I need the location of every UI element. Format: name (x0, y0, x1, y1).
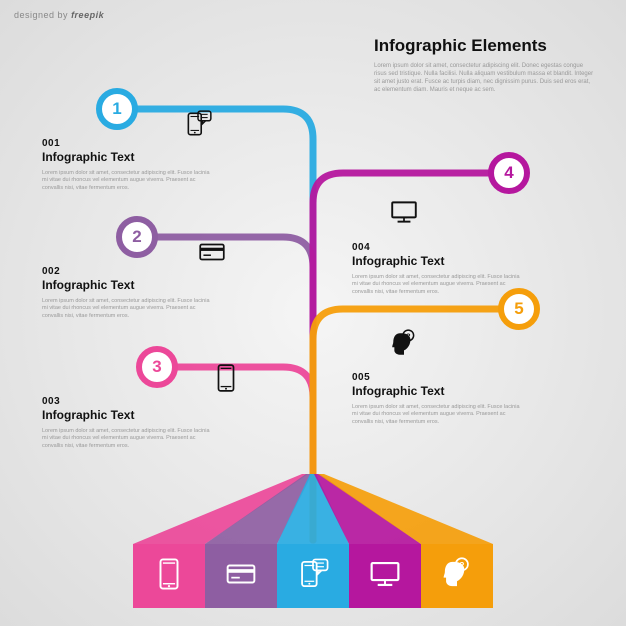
item-label: Infographic Text (42, 278, 212, 292)
svg-text:?: ? (406, 332, 411, 341)
node-number: 1 (112, 99, 121, 119)
item-desc: Lorem ipsum dolor sit amet, consectetur … (352, 274, 522, 296)
item-block-1: 001 Infographic Text Lorem ipsum dolor s… (42, 138, 212, 192)
footer-tile-4 (349, 544, 421, 608)
chat-phone-icon (180, 106, 216, 142)
node-2: 2 (116, 216, 158, 258)
infographic-stage: 1 001 Infographic Text Lorem ipsum dolor… (0, 0, 626, 626)
node-number: 4 (504, 163, 513, 183)
head-icon: ? (386, 326, 422, 362)
node-1: 1 (96, 88, 138, 130)
item-label: Infographic Text (352, 254, 522, 268)
node-5: 5 (498, 288, 540, 330)
converging-bars (0, 474, 626, 544)
item-code: 001 (42, 138, 212, 149)
item-label: Infographic Text (42, 408, 212, 422)
node-number: 2 (132, 227, 141, 247)
monitor-icon (368, 557, 402, 596)
node-4: 4 (488, 152, 530, 194)
footer-tile-2 (205, 544, 277, 608)
chat-phone-icon (296, 557, 330, 596)
item-code: 003 (42, 396, 212, 407)
node-number: 3 (152, 357, 161, 377)
node-number: 5 (514, 299, 523, 319)
item-code: 004 (352, 242, 522, 253)
item-block-5: 005 Infographic Text Lorem ipsum dolor s… (352, 372, 522, 426)
phone-icon (152, 557, 186, 596)
item-desc: Lorem ipsum dolor sit amet, consectetur … (42, 170, 212, 192)
footer-tile-5: ? (421, 544, 493, 608)
footer-tile-3 (277, 544, 349, 608)
item-label: Infographic Text (42, 150, 212, 164)
item-block-3: 003 Infographic Text Lorem ipsum dolor s… (42, 396, 212, 450)
phone-icon (208, 360, 244, 396)
card-icon (194, 234, 230, 270)
item-desc: Lorem ipsum dolor sit amet, consectetur … (42, 298, 212, 320)
item-block-2: 002 Infographic Text Lorem ipsum dolor s… (42, 266, 212, 320)
item-code: 005 (352, 372, 522, 383)
svg-text:?: ? (459, 559, 464, 569)
monitor-icon (386, 194, 422, 230)
card-icon (224, 557, 258, 596)
item-code: 002 (42, 266, 212, 277)
item-desc: Lorem ipsum dolor sit amet, consectetur … (42, 428, 212, 450)
footer-tiles: ? (0, 544, 626, 608)
node-3: 3 (136, 346, 178, 388)
head-icon: ? (440, 557, 474, 596)
item-label: Infographic Text (352, 384, 522, 398)
footer-tile-1 (133, 544, 205, 608)
item-desc: Lorem ipsum dolor sit amet, consectetur … (352, 404, 522, 426)
item-block-4: 004 Infographic Text Lorem ipsum dolor s… (352, 242, 522, 296)
